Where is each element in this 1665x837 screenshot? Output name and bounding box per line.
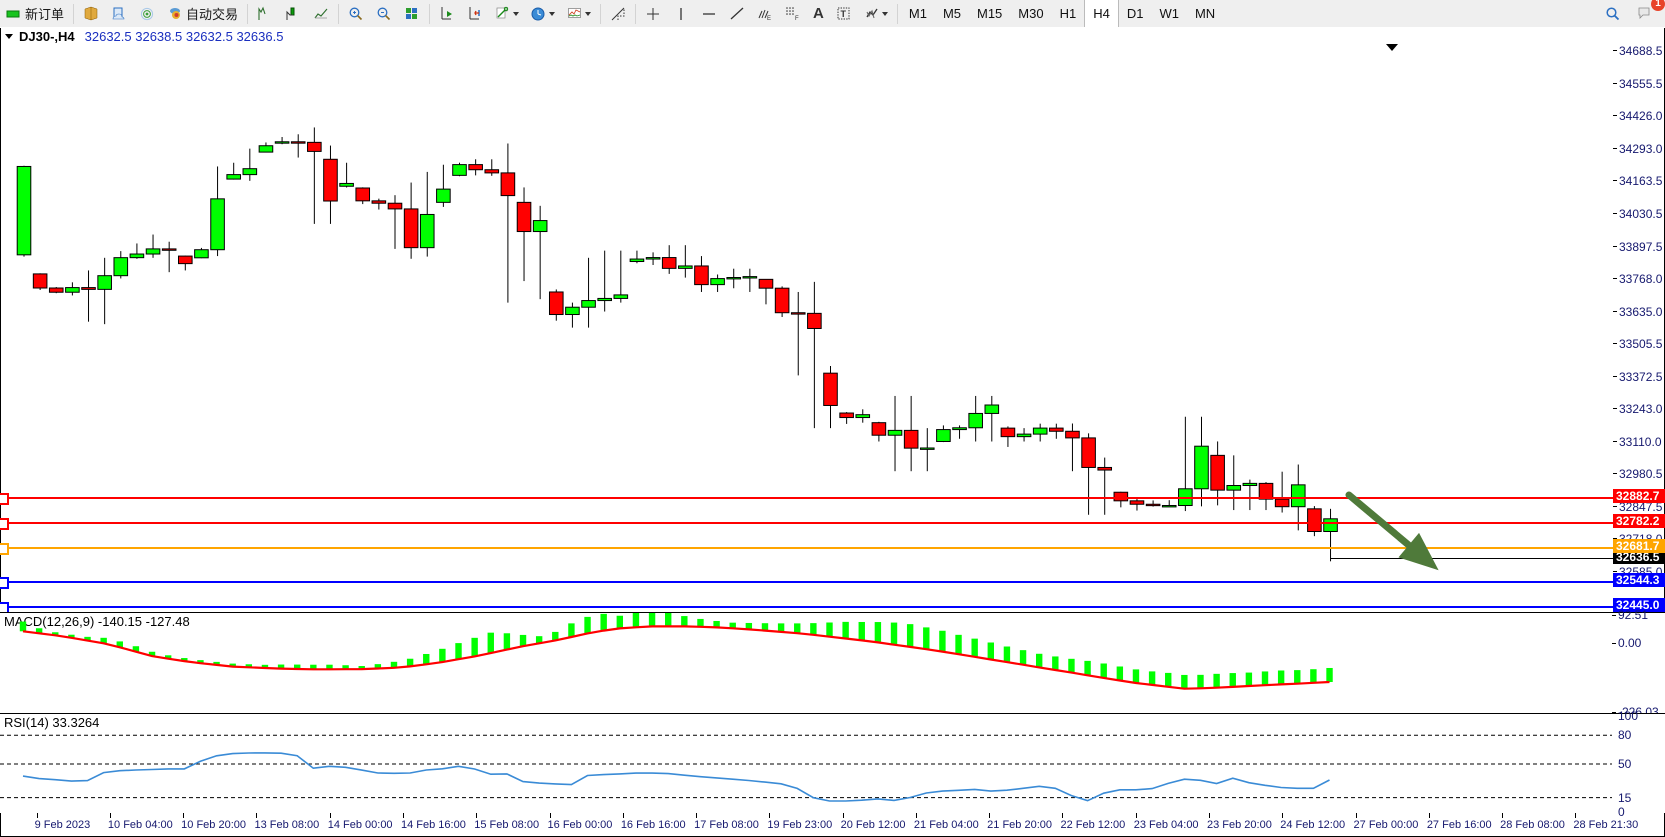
svg-text:E: E bbox=[767, 16, 771, 22]
svg-text:T: T bbox=[840, 9, 846, 19]
svg-text:F: F bbox=[795, 16, 799, 22]
